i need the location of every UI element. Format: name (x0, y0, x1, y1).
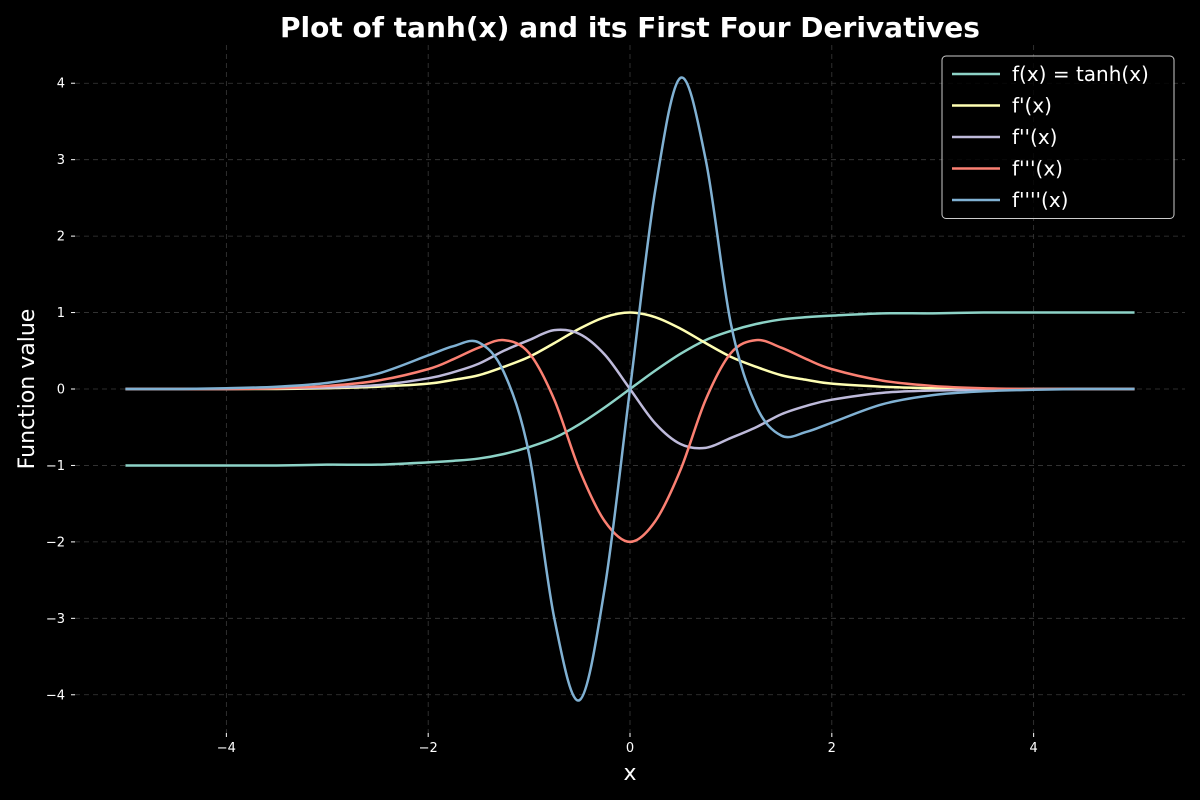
x-tick-label: 4 (1029, 741, 1037, 756)
y-tick-label: 2 (57, 230, 65, 245)
x-tick-label: 0 (626, 741, 634, 756)
x-tick-label: −2 (419, 741, 438, 756)
x-axis-label: x (623, 761, 636, 786)
chart-title: Plot of tanh(x) and its First Four Deriv… (280, 11, 980, 44)
y-tick-label: −2 (46, 535, 65, 550)
series-lines (125, 76, 1135, 702)
legend-label: f(x) = tanh(x) (1012, 62, 1149, 86)
legend-box (941, 55, 1175, 219)
y-tick-label: 3 (57, 153, 65, 168)
y-axis-label: Function value (15, 309, 40, 470)
x-tick-label: −4 (217, 741, 236, 756)
legend: f(x) = tanh(x) f'(x) f''(x) f'''(x) f''''(x) (941, 55, 1175, 219)
legend-label: f'(x) (1012, 94, 1052, 118)
legend-label: f''(x) (1012, 125, 1057, 149)
y-tick-label: 0 (57, 383, 65, 398)
legend-label: f'''(x) (1012, 157, 1063, 181)
legend-label: f''''(x) (1012, 188, 1068, 212)
x-tick-label: 2 (828, 741, 836, 756)
axis-ticks: −4 −2 0 2 4 −4 −3 −2 −1 0 1 2 3 4 (46, 77, 1038, 756)
series-line-3 (125, 338, 1135, 544)
series-line-4 (125, 76, 1135, 702)
y-tick-label: −3 (46, 612, 65, 627)
y-tick-label: 4 (57, 77, 65, 92)
y-tick-label: 1 (57, 306, 65, 321)
y-tick-label: −1 (46, 459, 65, 474)
y-tick-label: −4 (46, 688, 65, 703)
